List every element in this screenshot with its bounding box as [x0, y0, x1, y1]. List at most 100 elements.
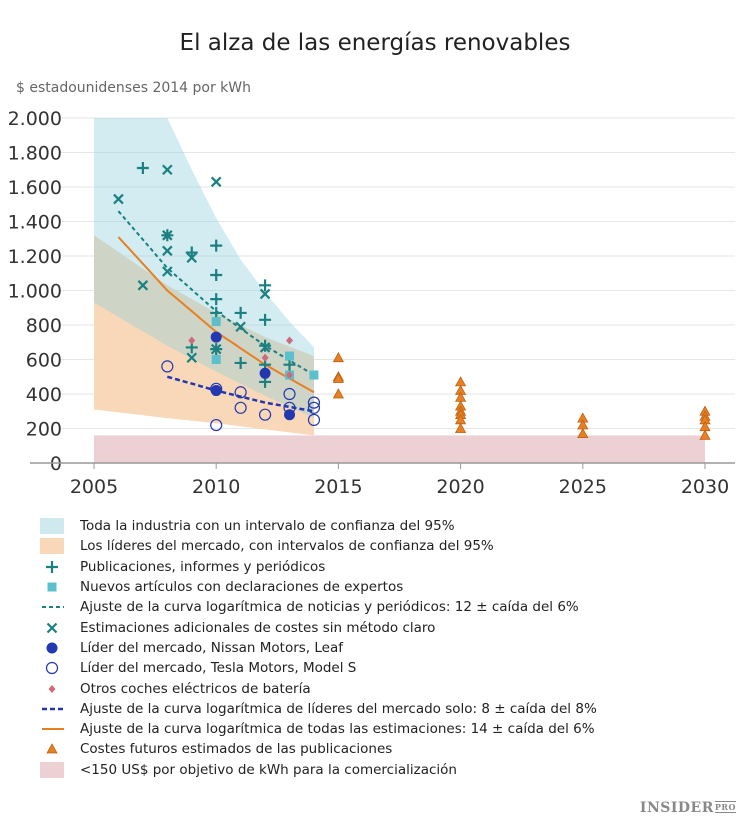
- plus-point: [210, 268, 223, 281]
- y-tick-label: 1.600: [8, 177, 62, 199]
- x-marker: [186, 352, 198, 364]
- plus-point: [234, 306, 247, 319]
- legend-label: Ajuste de la curva logarítmica de todas …: [80, 721, 595, 738]
- legend-label: Ajuste de la curva logarítmica de lídere…: [80, 700, 597, 717]
- diamond-point: [261, 353, 269, 362]
- filled-circle-marker: [259, 367, 271, 379]
- open-circle-marker: [234, 386, 247, 399]
- x-marker: [162, 245, 173, 257]
- y-tick-label: 0: [50, 453, 62, 475]
- plus-marker: [259, 339, 272, 352]
- x-tick-label: 2020: [436, 476, 484, 498]
- triangle-marker: [332, 352, 344, 363]
- legend-symbol: [42, 606, 64, 609]
- legend-label: Estimaciones adicionales de costes sin m…: [80, 619, 436, 636]
- y-tick-label: 1.200: [8, 246, 62, 268]
- legend-label: Los líderes del mercado, con intervalos …: [80, 538, 494, 555]
- y-tick-label: 800: [26, 315, 62, 337]
- legend-symbol: [46, 560, 58, 573]
- filled-circle-marker: [210, 331, 222, 343]
- x-tick-label: 2010: [192, 476, 240, 498]
- open_circle-point: [258, 408, 272, 421]
- triangle-point: [699, 429, 711, 440]
- legend-item: Ajuste de la curva logarítmica de notici…: [40, 597, 597, 617]
- legend-symbol: [46, 743, 58, 754]
- x-tick-label: 2025: [559, 476, 607, 498]
- plus-point: [210, 306, 223, 319]
- x-marker: [137, 280, 149, 291]
- legend-marker: [45, 662, 59, 675]
- legend-marker: [48, 684, 56, 693]
- legend-symbol: [42, 728, 64, 731]
- legend-item: Costes futuros estimados de las publicac…: [40, 739, 597, 759]
- filled_circle-point: [210, 331, 222, 343]
- leaders-fit-curve: [166, 375, 315, 413]
- y-tick-label: 1.800: [8, 143, 62, 165]
- plus-marker: [46, 560, 58, 573]
- plus-marker: [283, 358, 296, 371]
- legend-item: Ajuste de la curva logarítmica de todas …: [40, 719, 597, 739]
- open-circle-marker: [210, 418, 223, 432]
- x-marker: [186, 252, 198, 264]
- plus-marker: [259, 313, 272, 326]
- legend-item: Nuevos artículos con declaraciones de ex…: [40, 577, 597, 597]
- open_circle-point: [307, 401, 321, 414]
- open_circle-point: [210, 382, 223, 395]
- diamond-marker: [48, 684, 56, 693]
- plus-point: [136, 162, 149, 175]
- y-axis-label: $ estadounidenses 2014 por kWh: [16, 80, 252, 96]
- diamond-point: [286, 371, 294, 380]
- x-point: [137, 280, 149, 291]
- triangle-point: [577, 427, 589, 439]
- legend-symbol: [48, 684, 56, 693]
- square-point: [285, 351, 295, 361]
- target-band: [94, 435, 705, 463]
- legend-marker: [47, 582, 57, 592]
- diamond-point: [286, 336, 294, 345]
- x-point: [259, 342, 271, 353]
- plus-point: [210, 239, 223, 252]
- square-point: [211, 317, 221, 327]
- triangle-marker: [46, 743, 58, 754]
- open-circle-marker: [45, 662, 59, 675]
- plus-marker: [136, 162, 149, 175]
- y-tick-label: 200: [26, 419, 62, 441]
- triangle-point: [455, 376, 467, 387]
- x-point: [259, 288, 271, 300]
- triangle-marker: [699, 429, 711, 440]
- insider-pro-logo: INSIDERPRO: [639, 800, 736, 816]
- legend-label: Líder del mercado, Nissan Motors, Leaf: [80, 639, 343, 656]
- legend-symbol: [47, 582, 57, 592]
- legend-symbol: [46, 622, 58, 633]
- x-point: [186, 352, 198, 364]
- diamond-marker: [286, 371, 294, 380]
- legend-marker: [46, 560, 58, 573]
- square-marker: [211, 317, 221, 327]
- open_circle-point: [283, 387, 296, 401]
- open-circle-marker: [258, 408, 272, 421]
- x-point: [162, 230, 173, 241]
- triangle-marker: [332, 372, 344, 383]
- legend-item: Toda la industria con un intervalo de co…: [40, 516, 597, 536]
- legend-label: Líder del mercado, Tesla Motors, Model S: [80, 660, 357, 677]
- triangle-marker: [577, 427, 589, 439]
- legend-label: Toda la industria con un intervalo de co…: [80, 518, 455, 535]
- x-marker: [235, 321, 246, 333]
- triangle-point: [332, 372, 344, 383]
- open-circle-marker: [283, 387, 296, 401]
- diamond-marker: [286, 336, 294, 345]
- legend-swatch: [40, 761, 64, 778]
- square-point: [211, 355, 221, 364]
- plus-point: [210, 293, 223, 306]
- legend-label: Publicaciones, informes y periódicos: [80, 558, 326, 575]
- plus-marker: [210, 306, 223, 319]
- plus-marker: [210, 239, 223, 252]
- legend-item: Ajuste de la curva logarítmica de lídere…: [40, 699, 597, 719]
- open-circle-marker: [307, 413, 321, 426]
- open_circle-point: [161, 360, 174, 373]
- x-point: [162, 164, 173, 176]
- legend-symbol: [40, 538, 64, 555]
- open-circle-marker: [234, 401, 247, 414]
- x-point: [162, 245, 173, 257]
- triangle-point: [455, 422, 467, 433]
